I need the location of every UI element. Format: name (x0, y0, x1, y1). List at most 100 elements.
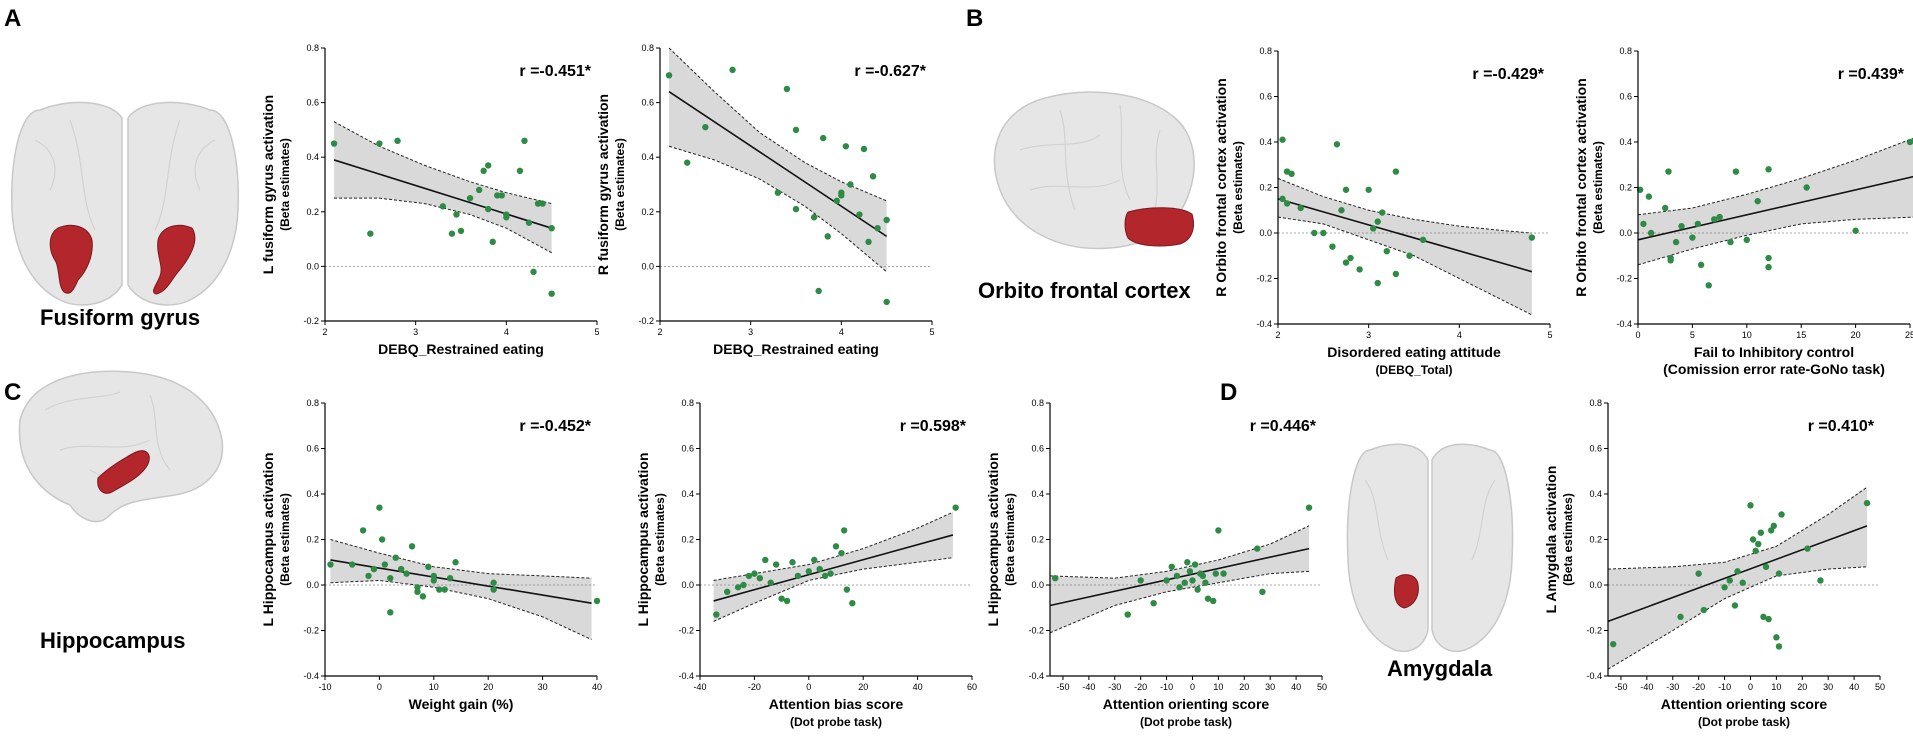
data-point (490, 586, 497, 593)
data-point (485, 162, 492, 169)
x-tick-label: 4 (504, 327, 509, 337)
confidence-band (1608, 487, 1868, 670)
y-tick-label: -0.4 (1028, 671, 1044, 681)
y-tick-label: 0.2 (1259, 183, 1272, 193)
y-tick-label: -0.4 (1616, 319, 1632, 329)
x-tick-label: 0 (1748, 682, 1753, 692)
y-tick-label: 0.2 (306, 207, 319, 217)
data-point (1311, 229, 1318, 237)
data-point (713, 611, 720, 618)
data-point (425, 563, 432, 570)
data-point (1765, 263, 1772, 271)
correlation-label: r =0.410* (1808, 418, 1875, 435)
data-point (1215, 527, 1222, 534)
panel-label-a: A (4, 5, 21, 32)
x-tick-label: 10 (1742, 330, 1752, 340)
data-point (778, 595, 785, 602)
data-point (327, 561, 334, 568)
data-point (378, 536, 386, 543)
data-point (805, 568, 812, 575)
data-point (1342, 259, 1350, 266)
x-axis-label: DEBQ_Restrained eating (378, 341, 544, 357)
data-point (489, 238, 496, 246)
data-point (1419, 236, 1427, 244)
confidence-band (713, 512, 953, 622)
x-axis-sublabel: (Dot probe task) (1698, 715, 1790, 729)
data-point (1721, 584, 1728, 591)
data-point (1279, 136, 1286, 143)
data-point (1672, 238, 1680, 246)
data-point (1137, 577, 1144, 584)
y-tick-label: 0.8 (681, 398, 694, 408)
band-lower-line (330, 579, 592, 641)
data-point (1667, 257, 1674, 264)
band-upper-line (333, 121, 552, 205)
y-axis-label: R Orbito frontal cortex activation (1213, 78, 1229, 297)
scatter-plot-8: -0.4 -0.2 0.0 0.2 0.4 0.6 0.8 -50 -40 -30 -20 -10 0 1… (1543, 398, 1885, 729)
x-tick-label: 4 (1457, 330, 1462, 340)
data-point (430, 572, 437, 580)
y-axis-sublabel: (Beta estimates) (1591, 141, 1605, 234)
y-tick-label: 0.8 (1589, 398, 1602, 408)
scatter-plot-3: -0.4 -0.2 0.0 0.2 0.4 0.6 0.8 2 3 4 5 r =-0.429* Dis… (1213, 46, 1553, 377)
x-tick-label: -20 (1692, 682, 1705, 692)
y-tick-label: 0.6 (306, 444, 319, 454)
data-point (1694, 220, 1702, 228)
band-lower-line (1049, 570, 1310, 634)
data-point (387, 609, 394, 616)
data-point (1202, 579, 1209, 586)
y-tick-label: 0.0 (306, 261, 319, 271)
y-tick-label: -0.2 (1028, 626, 1044, 636)
region-label-ofc: Orbito frontal cortex (978, 278, 1191, 303)
data-point (394, 137, 401, 145)
data-point (419, 593, 427, 600)
x-tick-label: -10 (1718, 682, 1731, 692)
data-point (430, 577, 437, 584)
data-point (1747, 502, 1754, 509)
band-lower-line (1277, 216, 1533, 316)
y-tick-label: 0.4 (1619, 137, 1632, 147)
data-point (1051, 574, 1059, 582)
data-point (436, 586, 443, 593)
data-point (403, 570, 410, 577)
data-point (774, 189, 782, 196)
data-point (1645, 193, 1653, 200)
data-point (783, 85, 791, 93)
y-tick-label: 0.4 (1589, 489, 1602, 499)
data-point (1338, 207, 1345, 214)
x-tick-label: -20 (748, 682, 761, 692)
data-point (665, 72, 673, 79)
data-point (1528, 234, 1536, 241)
data-point (539, 200, 546, 207)
y-axis-sublabel: (Beta estimates) (1561, 493, 1575, 586)
scatter-plot-7: -0.4 -0.2 0.0 0.2 0.4 0.6 0.8 -50 -40 -30 -20 -10 0 1… (985, 398, 1327, 729)
data-point (1163, 577, 1170, 584)
data-point (842, 143, 850, 150)
data-point (1757, 529, 1765, 536)
x-tick-label: -50 (1056, 682, 1069, 692)
x-tick-label: 2 (322, 327, 327, 337)
data-point (534, 200, 542, 207)
data-point (1716, 213, 1723, 221)
confidence-band (1278, 178, 1532, 315)
x-tick-label: 2 (1275, 330, 1280, 340)
y-tick-label: 0.2 (641, 207, 654, 217)
regression-line (1637, 175, 1913, 241)
y-axis-sublabel: (Beta estimates) (653, 493, 667, 586)
data-point (365, 572, 372, 580)
data-point (490, 579, 497, 586)
y-tick-label: -0.2 (1586, 626, 1602, 636)
data-point (1697, 261, 1705, 269)
band-upper-line (713, 511, 954, 581)
data-point (1754, 197, 1761, 205)
data-point (874, 224, 881, 232)
region-label-fusiform: Fusiform gyrus (40, 305, 200, 330)
y-axis-label: L Hippocampus activation (260, 453, 276, 627)
y-axis-label: R Orbito frontal cortex activation (1573, 78, 1589, 297)
data-point (548, 224, 555, 232)
confidence-band (334, 121, 552, 253)
x-tick-label: 60 (967, 682, 977, 692)
data-point (439, 203, 447, 210)
scatter-plot-4: -0.4 -0.2 0.0 0.2 0.4 0.6 0.8 0 5 10 15 20 25 r =0.43… (1573, 46, 1913, 377)
data-point (883, 298, 890, 306)
